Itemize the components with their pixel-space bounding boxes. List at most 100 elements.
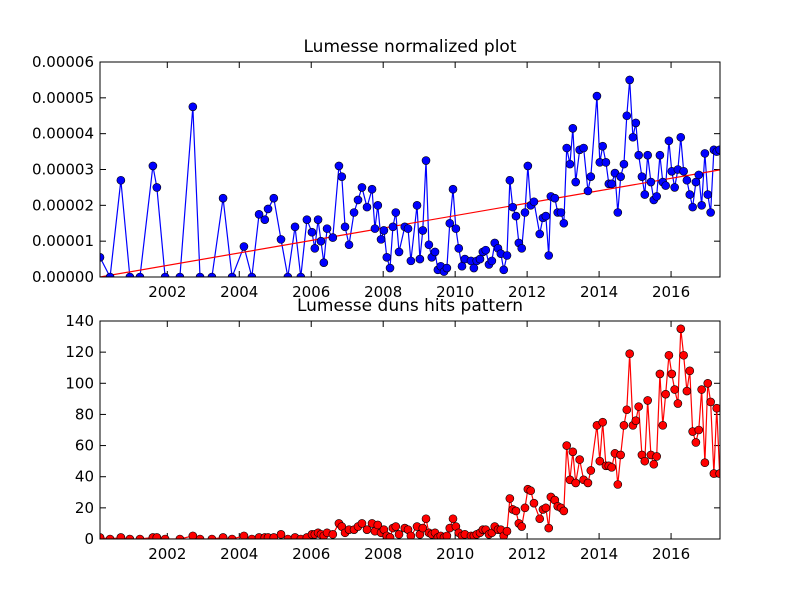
marker (535, 229, 545, 239)
marker (116, 533, 126, 539)
marker (152, 533, 162, 539)
marker (562, 441, 572, 450)
marker (160, 534, 170, 539)
marker (344, 240, 354, 250)
marker (661, 389, 670, 399)
marker (619, 421, 629, 430)
marker (544, 251, 554, 260)
marker (316, 236, 326, 246)
marker (349, 208, 359, 217)
marker (508, 202, 518, 212)
marker (487, 256, 497, 266)
marker (700, 458, 710, 468)
marker (218, 193, 228, 203)
marker (424, 240, 434, 250)
marker (421, 156, 431, 165)
marker (175, 272, 185, 277)
marker (105, 272, 115, 277)
y-tick-label: 80 (75, 405, 94, 423)
marker (394, 530, 404, 539)
marker (643, 396, 652, 405)
marker (276, 530, 286, 539)
x-tick-label: 2004 (220, 283, 258, 301)
marker (598, 141, 607, 151)
marker (239, 531, 249, 539)
marker (290, 222, 300, 232)
marker (592, 91, 602, 101)
x-tick-label: 2016 (652, 545, 690, 563)
x-tick-label: 2012 (508, 283, 546, 301)
marker (575, 455, 584, 464)
series-line (100, 328, 720, 539)
marker (625, 75, 634, 85)
marker (634, 402, 643, 411)
marker (583, 186, 593, 196)
marker (640, 456, 650, 466)
marker (357, 519, 367, 528)
marker (664, 136, 674, 146)
y-tick-label: 0 (84, 530, 94, 548)
x-tick-label: 2008 (364, 545, 402, 563)
marker (634, 150, 643, 160)
marker (239, 242, 249, 251)
marker (116, 175, 126, 185)
marker (511, 506, 521, 516)
marker (394, 247, 404, 257)
marker (646, 177, 656, 187)
x-tick-label: 2010 (436, 545, 474, 563)
marker (598, 417, 607, 427)
chart-title: Lumesse duns hits pattern (297, 296, 523, 316)
marker (568, 447, 578, 457)
marker (475, 254, 485, 264)
marker (529, 197, 539, 207)
marker (227, 534, 237, 539)
marker (640, 190, 650, 199)
marker (541, 503, 551, 513)
marker (481, 245, 491, 255)
y-tick-label: 60 (75, 437, 94, 455)
marker (418, 523, 428, 533)
x-tick-label: 2012 (508, 545, 546, 563)
marker (664, 350, 674, 360)
marker (520, 208, 530, 217)
x-tick-label: 2004 (220, 545, 258, 563)
marker (403, 224, 413, 233)
marker (526, 486, 536, 496)
marker (442, 531, 452, 539)
marker (218, 533, 228, 539)
marker (523, 161, 533, 171)
axes-frame (99, 61, 721, 278)
marker (550, 193, 560, 203)
marker (568, 123, 578, 133)
marker (160, 272, 170, 277)
marker (694, 170, 704, 180)
marker (457, 261, 467, 271)
marker (451, 224, 461, 233)
marker (340, 222, 350, 232)
marker (307, 227, 317, 237)
marker (673, 399, 683, 408)
marker (583, 478, 593, 488)
marker (517, 244, 527, 253)
marker (188, 531, 198, 539)
marker (694, 425, 704, 435)
marker (406, 256, 416, 266)
marker (195, 272, 205, 277)
marker (517, 522, 527, 531)
marker (152, 183, 162, 192)
y-tick-label: 100 (65, 374, 94, 392)
marker (391, 208, 401, 217)
marker (448, 514, 458, 524)
marker (682, 386, 692, 396)
marker (703, 190, 713, 199)
marker (125, 534, 135, 539)
marker (649, 459, 659, 469)
marker (541, 211, 551, 221)
marker (520, 503, 530, 513)
marker (652, 192, 661, 201)
x-tick-label: 2014 (580, 283, 618, 301)
marker (469, 263, 479, 273)
marker (406, 531, 416, 539)
marker (579, 143, 588, 153)
marker (148, 161, 158, 171)
